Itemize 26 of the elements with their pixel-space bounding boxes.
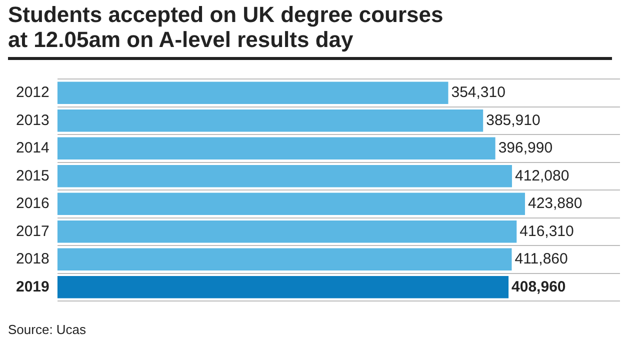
y-tick-label: 2018 xyxy=(16,250,50,268)
y-tick-label: 2016 xyxy=(16,195,50,212)
data-label: 416,310 xyxy=(520,222,574,240)
bar xyxy=(57,137,496,160)
y-tick-label: 2015 xyxy=(16,167,50,184)
y-tick-label: 2017 xyxy=(16,222,50,240)
bar xyxy=(57,220,517,243)
bar xyxy=(57,165,512,188)
bar xyxy=(57,276,509,298)
bar xyxy=(57,110,484,132)
bar xyxy=(57,248,512,270)
y-tick-label: 2014 xyxy=(16,140,50,157)
data-label: 408,960 xyxy=(512,278,566,296)
y-tick-label: 2013 xyxy=(16,112,50,129)
data-label: 411,860 xyxy=(514,250,568,268)
chart-title: Students accepted on UK degree courses at 12.05am on A-level results day xyxy=(8,2,444,52)
y-tick-label: 2019 xyxy=(16,278,50,296)
data-label: 385,910 xyxy=(486,112,540,129)
source-note: Source: Ucas xyxy=(8,322,86,337)
data-label: 412,080 xyxy=(514,167,570,184)
data-label: 354,310 xyxy=(451,84,506,102)
data-label: 423,880 xyxy=(528,195,582,212)
y-tick-label: 2012 xyxy=(16,84,50,102)
bar xyxy=(57,82,448,104)
data-label: 396,990 xyxy=(498,140,553,157)
bar xyxy=(57,192,525,215)
